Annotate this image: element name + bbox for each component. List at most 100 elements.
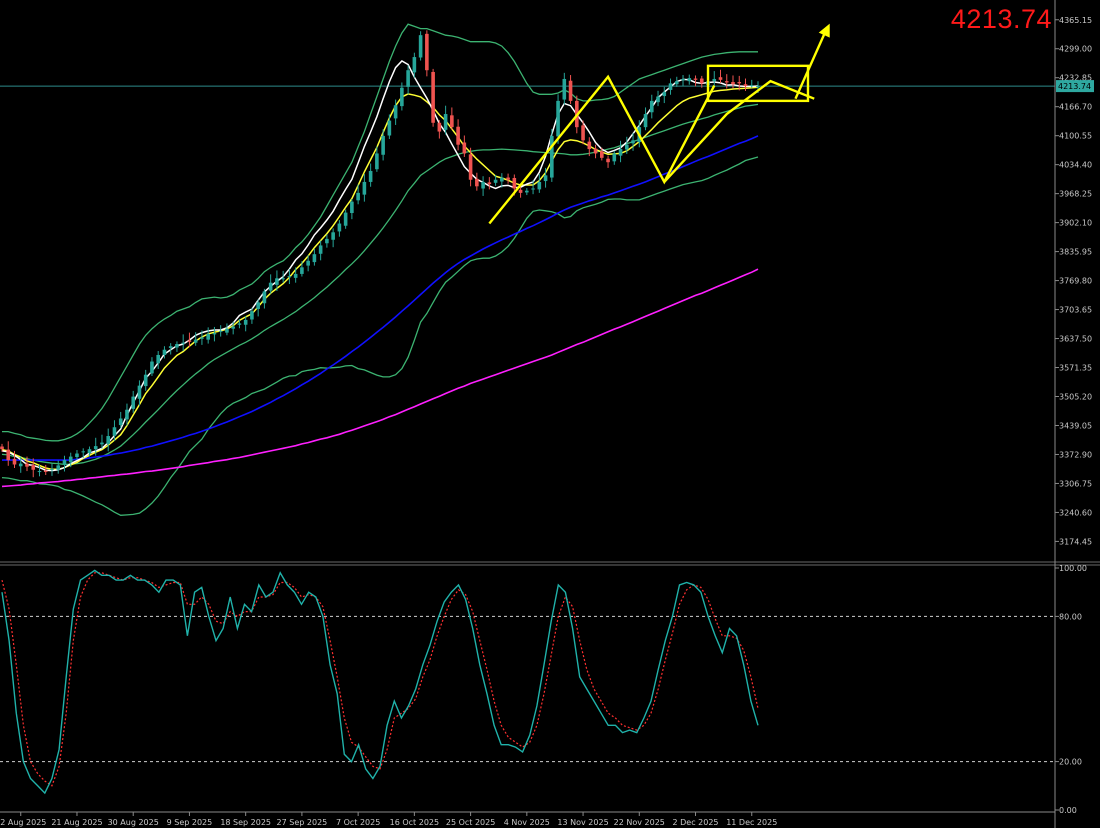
price-tick-label: 3439.05 bbox=[1059, 421, 1092, 430]
candle-body bbox=[343, 212, 348, 226]
candle-body bbox=[581, 125, 585, 141]
candle-body bbox=[456, 126, 460, 145]
candle-body bbox=[512, 177, 517, 189]
candle-body bbox=[462, 142, 467, 154]
price-tick-label: 4299.00 bbox=[1059, 45, 1092, 54]
price-tick-label: 3240.60 bbox=[1059, 508, 1092, 517]
candle-body bbox=[181, 342, 185, 344]
breakout-arrow bbox=[794, 28, 828, 100]
candle-body bbox=[112, 427, 117, 436]
consolidation-box bbox=[706, 64, 810, 103]
candle-body bbox=[81, 451, 86, 453]
candle-body bbox=[275, 278, 279, 285]
candle-body bbox=[0, 446, 4, 450]
candle-body bbox=[350, 201, 354, 214]
time-tick-label: 13 Nov 2025 bbox=[557, 818, 608, 827]
yellow-annotations bbox=[488, 23, 830, 225]
price-tick-label: 4100.55 bbox=[1059, 132, 1092, 141]
candle-body bbox=[300, 267, 304, 274]
time-tick-label: 4 Nov 2025 bbox=[504, 818, 550, 827]
price-tick-label: 3769.80 bbox=[1059, 277, 1092, 286]
time-tick-label: 22 Nov 2025 bbox=[614, 818, 665, 827]
candle-body bbox=[568, 80, 573, 101]
time-tick-label: 21 Aug 2025 bbox=[51, 818, 102, 827]
stoch-signal-line bbox=[1, 572, 759, 787]
candle-body bbox=[37, 471, 42, 473]
candle-body bbox=[631, 140, 635, 144]
candle-body bbox=[50, 468, 54, 470]
candle-body bbox=[43, 470, 48, 472]
candle-body bbox=[262, 291, 267, 304]
current-price-display: 4213.74 bbox=[950, 4, 1052, 34]
candle-body bbox=[712, 78, 717, 82]
candle-body bbox=[556, 100, 560, 137]
candle-body bbox=[118, 418, 123, 426]
candle-body bbox=[587, 141, 592, 150]
candle-body bbox=[674, 81, 679, 85]
stoch-tick-label: 80.00 bbox=[1059, 612, 1082, 621]
candle-body bbox=[175, 344, 179, 348]
candle-body bbox=[468, 154, 473, 180]
price-tick-label: 3174.45 bbox=[1059, 537, 1092, 546]
candle-body bbox=[131, 396, 136, 409]
candle-body bbox=[418, 35, 423, 58]
candle-body bbox=[375, 153, 379, 170]
bollinger-middle-line bbox=[1, 103, 759, 466]
candle-body bbox=[425, 33, 429, 71]
candle-body bbox=[743, 84, 748, 87]
stoch-tick-label: 20.00 bbox=[1059, 758, 1082, 767]
bollinger-upper-line bbox=[2, 23, 758, 442]
time-tick-label: 12 Aug 2025 bbox=[0, 818, 46, 827]
candle-body bbox=[531, 188, 535, 190]
candle-body bbox=[393, 105, 398, 119]
time-tick-label: 25 Oct 2025 bbox=[446, 818, 495, 827]
candle-body bbox=[25, 463, 29, 467]
candle-body bbox=[681, 78, 685, 81]
candle-body bbox=[325, 238, 329, 244]
candle-body bbox=[724, 81, 729, 83]
candle-body bbox=[487, 182, 492, 185]
bollinger-lower-line bbox=[1, 156, 759, 516]
time-tick-label: 11 Dec 2025 bbox=[726, 818, 777, 827]
candle-body bbox=[237, 323, 242, 325]
bollinger-bands bbox=[1, 23, 759, 516]
candle-body bbox=[400, 87, 404, 107]
stochastic-panel: 100.00 80.00 20.00 0.00 bbox=[0, 564, 1087, 815]
candle-body bbox=[475, 178, 479, 187]
price-tick-label: 4034.40 bbox=[1059, 161, 1092, 170]
candle-body bbox=[318, 245, 323, 254]
candle-body bbox=[500, 177, 504, 182]
candle-body bbox=[281, 278, 285, 280]
price-tick-label: 4166.70 bbox=[1059, 103, 1092, 112]
price-tick-label: 3372.90 bbox=[1059, 450, 1092, 459]
candle-body bbox=[649, 100, 654, 113]
current-price-tag bbox=[1056, 80, 1094, 93]
candle-body bbox=[331, 232, 335, 240]
candle-body bbox=[593, 148, 598, 154]
candle-body bbox=[243, 319, 248, 325]
candle-body bbox=[212, 333, 217, 335]
candle-body bbox=[749, 85, 754, 87]
candle-body bbox=[312, 254, 317, 263]
candle-body bbox=[143, 374, 148, 387]
candle-body bbox=[518, 189, 523, 193]
candle-body bbox=[406, 70, 410, 87]
time-tick-label: 7 Oct 2025 bbox=[336, 818, 380, 827]
stoch-main-line bbox=[1, 569, 759, 795]
candle-body bbox=[218, 330, 223, 332]
candle-body bbox=[31, 464, 36, 470]
candle-body bbox=[525, 190, 529, 193]
candle-body bbox=[68, 456, 73, 463]
stoch-tick-label: 0.00 bbox=[1059, 806, 1077, 815]
candle-body bbox=[356, 192, 360, 201]
time-tick-label: 9 Sep 2025 bbox=[167, 818, 213, 827]
candle-body bbox=[168, 346, 173, 348]
candle-body bbox=[137, 385, 142, 399]
candle-body bbox=[437, 122, 442, 132]
time-tick-label: 30 Aug 2025 bbox=[108, 818, 159, 827]
candle-body bbox=[225, 328, 229, 333]
candle-body bbox=[150, 361, 154, 374]
candle-body bbox=[562, 78, 567, 100]
